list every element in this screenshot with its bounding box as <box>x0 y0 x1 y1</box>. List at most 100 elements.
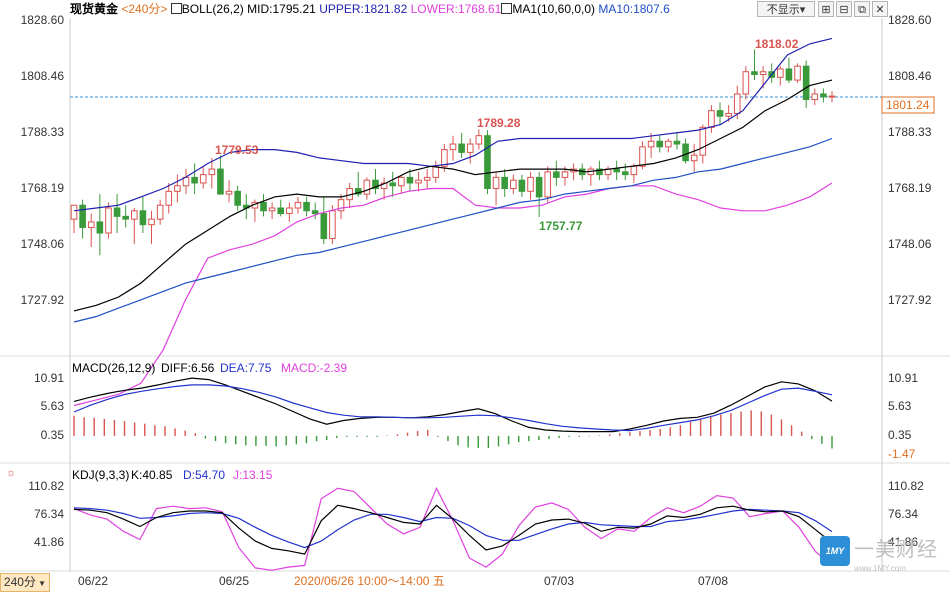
price-axis-left: 1828.60 1808.46 1788.33 1768.19 1748.06 … <box>21 13 65 307</box>
macd-series <box>73 377 833 449</box>
candle-body <box>742 71 750 95</box>
candle-body <box>372 179 379 190</box>
macd-name: MACD(26,12,9) <box>72 361 155 375</box>
boll-name: BOLL(26,2) <box>181 2 244 16</box>
candle-body <box>217 168 224 195</box>
candle-body <box>802 65 810 101</box>
candle-body <box>794 65 801 81</box>
candle-body <box>174 185 181 192</box>
candle-body <box>518 179 526 192</box>
restore-icon[interactable]: ⧉ <box>854 1 870 17</box>
candle-body <box>656 140 664 148</box>
candle-body <box>389 182 397 187</box>
macd-tick-right: 0.35 <box>888 428 912 442</box>
kdj-d: D:54.70 <box>183 468 225 482</box>
candle-body <box>690 154 698 162</box>
kdj-k: K:40.85 <box>131 468 173 482</box>
logo: 1MY 一美财经 www.1MY.com <box>820 536 945 576</box>
candle-body <box>777 68 784 78</box>
candle-body <box>96 221 104 234</box>
dropdown-icon: ▼ <box>35 579 47 588</box>
candle-body <box>639 146 646 167</box>
candle-body <box>294 201 302 209</box>
candle-body <box>665 140 672 148</box>
candle-body <box>509 179 517 190</box>
candle-body <box>501 176 508 190</box>
sun-icon[interactable]: ☼ <box>6 467 16 479</box>
price-tick: 1828.60 <box>21 13 65 27</box>
period-selector[interactable]: 240分 ▼ <box>0 573 50 592</box>
price-tick: 1788.33 <box>888 125 932 139</box>
candle-body <box>811 93 819 101</box>
hide-button[interactable]: 不显示▾ <box>757 1 815 17</box>
ma10-line <box>73 137 833 323</box>
candle-body <box>415 179 422 184</box>
boll-lower: LOWER:1768.61 <box>410 2 502 16</box>
candle-body <box>191 176 198 184</box>
kdj-tick: 110.82 <box>28 479 64 493</box>
kdj-tick: 76.34 <box>34 507 64 521</box>
candle-body <box>398 176 405 187</box>
candle-body <box>70 204 78 220</box>
current-price-label: 1801.24 <box>886 98 930 112</box>
kdj-name: KDJ(9,3,3) <box>72 468 129 482</box>
price-tick: 1768.19 <box>888 181 932 195</box>
collapse-icon[interactable]: ⊟ <box>836 1 852 17</box>
candle-body <box>759 71 767 76</box>
candle-body <box>234 190 241 206</box>
candle-body <box>423 176 431 181</box>
kdj-tick: 76.34 <box>888 507 918 521</box>
price-tick: 1808.46 <box>21 69 65 83</box>
x-tick-label: 07/03 <box>544 574 574 588</box>
macd-diff: DIFF:6.56 <box>161 361 215 375</box>
candle-body <box>441 149 448 167</box>
candle-body <box>277 207 285 215</box>
logo-name: 一美财经 <box>854 539 938 561</box>
candle-body <box>286 207 293 215</box>
logo-url: www.1MY.com <box>854 564 906 573</box>
x-tick-label: 06/22 <box>78 574 108 588</box>
candle-body <box>630 165 638 176</box>
price-axis-right: 1828.60 1808.46 1788.33 1768.19 1748.06 … <box>888 13 932 307</box>
macd-value: MACD:-2.39 <box>281 361 347 375</box>
x-tick-label: 07/08 <box>698 574 728 588</box>
macd-tick-left: 10.91 <box>34 371 64 385</box>
price-tick: 1768.19 <box>21 181 65 195</box>
candle-body <box>492 176 500 190</box>
macd-tick-right-current: -1.47 <box>888 447 916 461</box>
candle-body <box>708 110 715 128</box>
boll-mid-line <box>73 79 833 312</box>
price-tick: 1727.92 <box>21 293 65 307</box>
current-price-tag <box>881 96 935 114</box>
boll-upper-line <box>73 37 833 212</box>
close-icon[interactable]: ✕ <box>872 1 888 17</box>
candle-body <box>148 218 155 226</box>
candle-body <box>105 207 112 234</box>
candle-body <box>122 215 129 220</box>
macd-dea: DEA:7.75 <box>220 361 272 375</box>
candle-body <box>380 182 388 190</box>
macd-tick-left: 0.35 <box>41 428 65 442</box>
candle-body <box>535 176 543 198</box>
candle-body <box>527 176 534 192</box>
candle-body <box>725 112 732 117</box>
expand-icon[interactable]: ⊞ <box>818 1 834 17</box>
crosshair-time-label: 2020/06/26 10:00～14:00 五 <box>294 574 445 588</box>
boll-mid: MID:1795.21 <box>247 2 316 16</box>
candle-body <box>139 210 147 226</box>
candle-body <box>303 201 310 212</box>
main-indicator-header: 现货黄金 <240分> BOLL(26,2) MID:1795.21 UPPER… <box>70 0 670 18</box>
candle-body <box>268 207 276 212</box>
candle-body <box>475 135 483 145</box>
boll-lower-line <box>73 182 833 407</box>
candle-body <box>113 207 121 217</box>
annotation-high-3: 1818.02 <box>755 37 799 51</box>
candle-body <box>466 143 474 153</box>
candle-body <box>156 204 164 220</box>
candle-body <box>828 95 836 98</box>
period-label[interactable]: <240分> <box>121 2 168 16</box>
kdj-tick: 110.82 <box>888 479 924 493</box>
annotation-high-2: 1789.28 <box>477 116 521 130</box>
